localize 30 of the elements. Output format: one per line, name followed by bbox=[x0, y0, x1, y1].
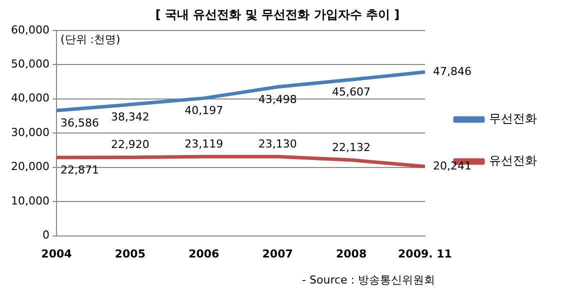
legend-label: 유선전화 bbox=[489, 154, 537, 168]
y-tick-label: 50,000 bbox=[10, 57, 50, 70]
data-label: 22,920 bbox=[110, 138, 150, 152]
data-label: 36,586 bbox=[60, 116, 99, 130]
data-label: 23,119 bbox=[184, 138, 224, 151]
x-tick-label: 2009. 11 bbox=[398, 247, 452, 260]
x-tick-label: 2006 bbox=[188, 247, 220, 260]
x-tick-label: 2004 bbox=[41, 247, 72, 260]
data-label: 47,846 bbox=[433, 64, 472, 78]
y-tick-label: 0 bbox=[42, 228, 50, 242]
data-label: 20,241 bbox=[433, 159, 472, 172]
legend-label: 무선전화 bbox=[489, 112, 537, 126]
annotation: (단위 :천명) bbox=[60, 32, 120, 46]
data-label: 45,607 bbox=[332, 86, 371, 99]
data-label: 22,132 bbox=[332, 140, 371, 154]
chart-title: [ 국내 유선전화 및 무선전화 가입자수 추이 ] bbox=[155, 7, 400, 22]
x-tick-label: 2007 bbox=[262, 247, 293, 260]
data-label: 40,197 bbox=[184, 104, 224, 118]
data-label: 38,342 bbox=[110, 110, 150, 124]
y-tick-label: 30,000 bbox=[10, 126, 50, 139]
data-label: 43,498 bbox=[258, 92, 297, 106]
y-tick-label: 20,000 bbox=[10, 160, 50, 174]
y-tick-label: 40,000 bbox=[10, 92, 50, 105]
data-label: 23,130 bbox=[258, 137, 297, 150]
y-tick-label: 10,000 bbox=[10, 194, 50, 208]
y-tick-label: 60,000 bbox=[10, 23, 50, 36]
data-label: 22,871 bbox=[60, 163, 99, 176]
x-tick-label: 2005 bbox=[114, 247, 146, 260]
text: - Source : 방송통신위원회 bbox=[302, 273, 435, 286]
x-tick-label: 2008 bbox=[336, 247, 367, 260]
